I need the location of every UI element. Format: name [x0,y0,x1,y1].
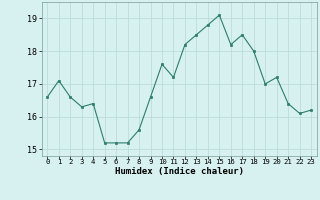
X-axis label: Humidex (Indice chaleur): Humidex (Indice chaleur) [115,167,244,176]
